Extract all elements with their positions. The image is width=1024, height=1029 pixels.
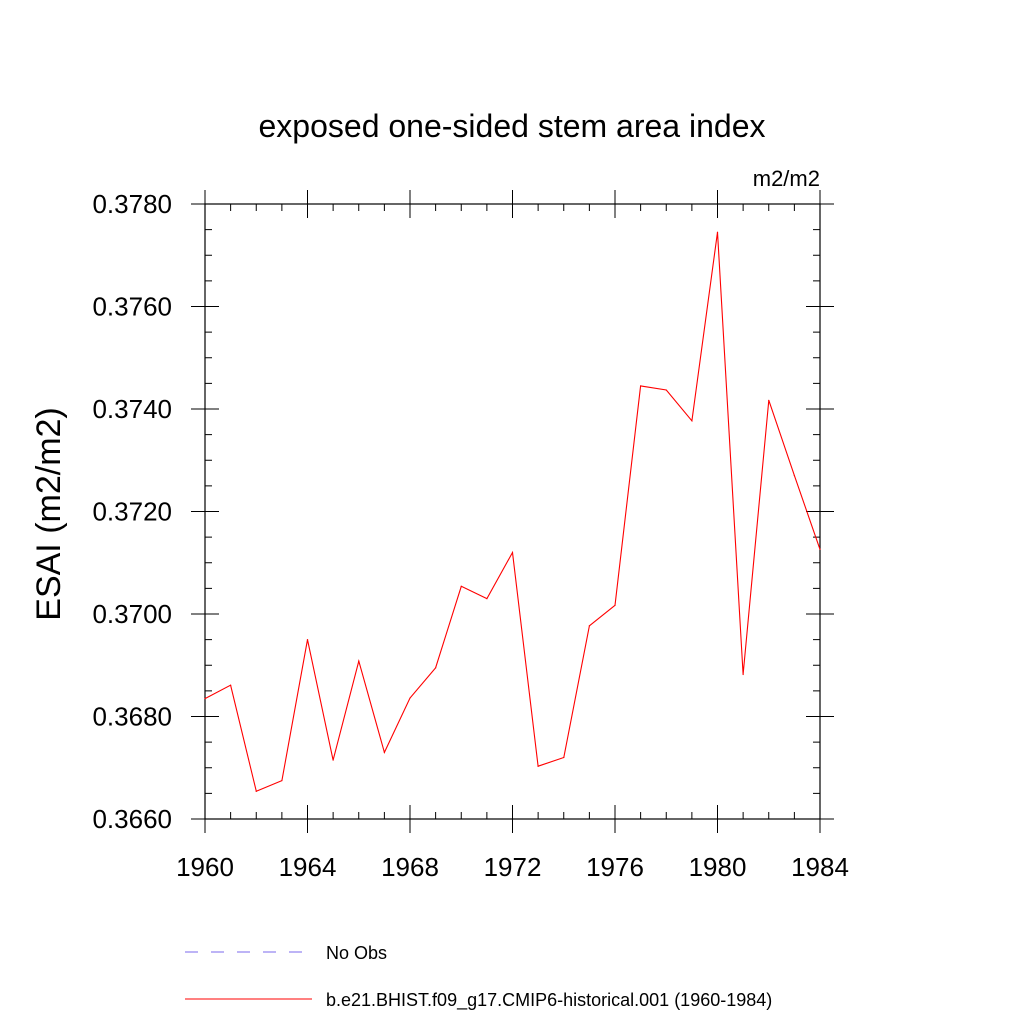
data-point [204,697,206,700]
x-tick-label: 1984 [791,852,849,882]
y-tick-label: 0.3700 [92,599,172,629]
data-point [332,759,334,761]
data-point [511,551,514,554]
legend-label: b.e21.BHIST.f09_g17.CMIP6-historical.001… [326,990,772,1011]
series-line [204,232,821,793]
plot-axes: 1960 1964 1968 1972 1976 1980 1984 0.3660 0.3680… [92,189,848,882]
data-point [409,697,411,699]
data-point [358,660,360,662]
legend-label: No Obs [326,943,387,963]
plot-frame [204,203,821,820]
data-point [537,765,539,767]
units-label: m2/m2 [753,166,820,191]
data-point [742,673,744,676]
data-point [255,790,257,792]
x-tick-label: 1964 [279,852,337,882]
y-tick-label: 0.3760 [92,292,172,322]
legend: No Obs b.e21.BHIST.f09_g17.CMIP6-historic… [185,943,772,1011]
x-tick-label: 1960 [176,852,234,882]
x-tick-label: 1980 [689,852,747,882]
data-point [486,598,488,600]
data-point [640,385,642,387]
data-point [306,639,309,641]
data-point [281,779,283,782]
data-point [819,548,821,551]
data-point [614,604,616,606]
data-point [768,399,770,401]
chart-title: exposed one-sided stem area index [259,108,766,144]
data-point [793,475,795,477]
y-tick-label: 0.3660 [92,804,172,834]
data-point [460,585,462,587]
y-tick-label: 0.3720 [92,497,172,527]
data-point [435,667,437,669]
data-point [383,751,385,753]
series-layer [204,231,821,793]
y-tick-label: 0.3740 [92,394,172,424]
data-point [230,684,232,686]
x-tick-label: 1972 [484,852,542,882]
y-tick-label: 0.3780 [92,189,172,219]
data-point [691,420,693,422]
x-tick-label: 1976 [586,852,644,882]
y-axis-label: ESAI (m2/m2) [30,407,68,620]
x-tick-label: 1968 [381,852,439,882]
data-point [588,625,590,627]
data-point [563,756,565,759]
data-point [716,231,719,233]
data-point [665,389,667,391]
y-tick-label: 0.3680 [92,702,172,732]
